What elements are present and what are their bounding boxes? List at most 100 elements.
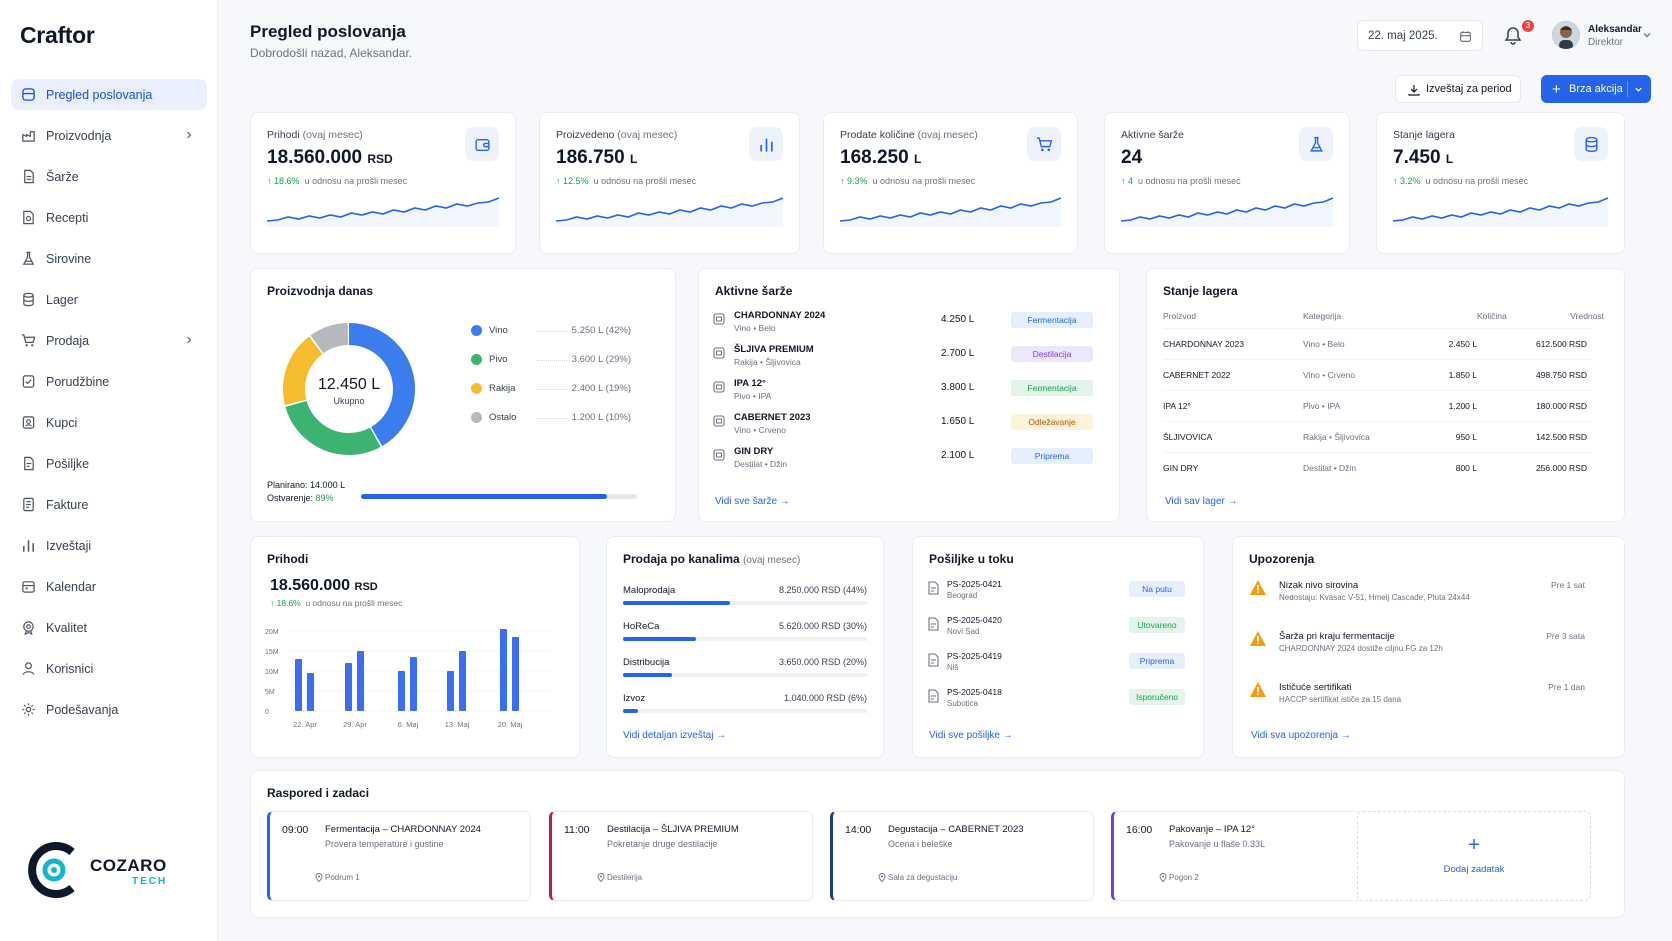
bell-icon[interactable]	[1503, 26, 1523, 46]
chevron-down-icon[interactable]	[1634, 85, 1643, 94]
task-card[interactable]: 09:00 Fermentacija – CHARDONNAY 2024 Prove…	[267, 811, 531, 901]
report-button[interactable]: Izveštaj za period	[1395, 75, 1521, 103]
revenue-bar[interactable]	[500, 629, 507, 711]
revenue-bar[interactable]	[512, 637, 519, 711]
sidebar-item-kalendar[interactable]: Kalendar	[11, 571, 207, 602]
stock-category: Pivo • IPA	[1303, 401, 1341, 411]
view-all-warnings-link[interactable]: Vidi sva upozorenja →	[1251, 730, 1351, 741]
shipment-row[interactable]: PS-2025-0420 Novi Sad Utovareno	[927, 615, 1185, 645]
revenue-bar[interactable]	[398, 671, 405, 711]
location-pin-icon	[878, 873, 886, 882]
add-task-button[interactable]: + Dodaj zadatak	[1357, 811, 1591, 901]
status-badge: Isporučeno	[1129, 689, 1185, 705]
kpi-value-unit: RSD	[367, 152, 393, 166]
sidebar-item-porudžbine[interactable]: Porudžbine	[11, 366, 207, 397]
kpi-value: 18.560.000 RSD	[267, 147, 393, 169]
sidebar-item-label: Pregled poslovanja	[46, 87, 153, 102]
stock-category: Destilat • Džin	[1303, 463, 1357, 473]
shipment-row[interactable]: PS-2025-0421 Beograd Na putu	[927, 579, 1185, 609]
channel-row[interactable]: Izvoz 1.040.000 RSD (6%)	[623, 693, 867, 723]
view-detailed-report-link[interactable]: Vidi detaljan izveštaj →	[623, 730, 727, 741]
quick-action-button[interactable]: + Brza akcija	[1541, 75, 1651, 103]
shipment-icon	[24, 456, 34, 471]
view-all-shipments-link[interactable]: Vidi sve pošiljke →	[929, 730, 1013, 741]
achieved-progress-fill	[361, 494, 607, 499]
shipment-row[interactable]: PS-2025-0418 Subotica Isporučeno	[927, 687, 1185, 717]
sidebar-item-podešavanja[interactable]: Podešavanja	[11, 694, 207, 725]
channel-row[interactable]: HoReCa 5.620.000 RSD (30%)	[623, 621, 867, 651]
task-description: Pakovanje u flaše 0.33L	[1169, 839, 1266, 849]
stock-value: 142.500 RSD	[1535, 432, 1587, 442]
sidebar-item-izveštaji[interactable]: Izveštaji	[11, 530, 207, 561]
kpi-card-4[interactable]: Aktivne šarže 24 ↑ 4 u odnosu na prošli …	[1104, 112, 1350, 254]
task-card[interactable]: 16:00 Pakovanje – IPA 12° Pakovanje u flaš…	[1111, 811, 1375, 901]
kpi-card-3[interactable]: Prodate količine (ovaj mesec) 168.250 L ↑ …	[823, 112, 1078, 254]
batch-row[interactable]: GIN DRY Destilat • Džin 2.100 L Priprema	[713, 446, 1093, 476]
date-picker[interactable]: 22. maj 2025.	[1357, 20, 1483, 51]
sidebar-item-sirovine[interactable]: Sirovine	[11, 243, 207, 274]
task-card[interactable]: 14:00 Degustacija – CABERNET 2023 Ocena i …	[830, 811, 1094, 901]
table-row[interactable]: GIN DRY Destilat • Džin 800 L 256.000 RSD	[1163, 452, 1591, 482]
revenue-bar[interactable]	[345, 663, 352, 711]
revenue-change-value: ↑ 18.6%	[270, 598, 301, 608]
schedule-card: Raspored i zadaci 09:00 Fermentacija – CH…	[250, 770, 1625, 918]
sidebar-item-lager[interactable]: Lager	[11, 284, 207, 315]
revenue-bar[interactable]	[410, 657, 417, 711]
warning-item[interactable]: Šarža pri kraju fermentacije CHARDONNAY 2…	[1249, 630, 1585, 666]
sidebar-item-korisnici[interactable]: Korisnici	[11, 653, 207, 684]
table-row[interactable]: CHARDONNAY 2023 Vino • Belo 2.450 L 612.500…	[1163, 328, 1591, 358]
kpi-card-2[interactable]: Proizvedeno (ovaj mesec) 186.750 L ↑ 12.5%…	[539, 112, 800, 254]
warning-item[interactable]: Ističuće sertifikati HACCP sertifikat ist…	[1249, 681, 1585, 717]
app-logo[interactable]: Craftor	[20, 22, 95, 48]
revenue-bar[interactable]	[295, 659, 302, 711]
view-all-batches-link[interactable]: Vidi sve šarže →	[715, 496, 790, 507]
kpi-label-text: Prodate količine	[840, 129, 915, 141]
revenue-bar[interactable]	[307, 673, 314, 711]
table-row[interactable]: IPA 12° Pivo • IPA 1.200 L 180.000 RSD	[1163, 390, 1591, 420]
sidebar-item-pošiljke[interactable]: Pošiljke	[11, 448, 207, 479]
sidebar-item-kvalitet[interactable]: Kvalitet	[11, 612, 207, 643]
channel-row[interactable]: Distribucija 3.650.000 RSD (20%)	[623, 657, 867, 687]
donut-slice-vino	[283, 323, 415, 455]
channel-row[interactable]: Maloprodaja 8.250.000 RSD (44%)	[623, 585, 867, 615]
batch-row[interactable]: ŠLJIVA PREMIUM Rakija • Šljivovica 2.700 L…	[713, 344, 1093, 374]
shipment-row[interactable]: PS-2025-0419 Niš Priprema	[927, 651, 1185, 681]
user-name[interactable]: Aleksandar	[1588, 24, 1642, 35]
revenue-bar[interactable]	[459, 651, 466, 711]
task-card[interactable]: 11:00 Destilacija – ŠLJIVA PREMIUM Pokreta…	[549, 811, 813, 901]
legend-name: Vino	[489, 325, 508, 336]
revenue-bar[interactable]	[447, 671, 454, 711]
sidebar-item-fakture[interactable]: Fakture	[11, 489, 207, 520]
batch-row[interactable]: CHARDONNAY 2024 Vino • Belo 4.250 L Ferment…	[713, 310, 1093, 340]
warning-item[interactable]: Nizak nivo sirovina Nedostaju: Kvasac V-5…	[1249, 579, 1585, 615]
table-row[interactable]: CABERNET 2022 Vino • Crveno 1.850 L 498.750…	[1163, 359, 1591, 389]
batch-quantity: 1.650 L	[941, 416, 975, 427]
view-all-stock-link[interactable]: Vidi sav lager →	[1165, 496, 1238, 507]
chevron-down-icon[interactable]	[1642, 30, 1652, 40]
sidebar-item-prodaja[interactable]: Prodaja	[11, 325, 207, 356]
sidebar-item-kupci[interactable]: Kupci	[11, 407, 207, 438]
table-row[interactable]: ŠLJIVOVICA Rakija • Šljivovica 950 L 142.50…	[1163, 421, 1591, 451]
stock-category: Vino • Crveno	[1303, 370, 1355, 380]
batch-row[interactable]: CABERNET 2023 Vino • Crveno 1.650 L Odležav…	[713, 412, 1093, 442]
sparkline-line	[556, 197, 783, 222]
sidebar-item-pregled-poslovanja[interactable]: Pregled poslovanja	[11, 79, 207, 110]
revenue-title: Prihodi	[267, 552, 309, 566]
sidebar-item-proizvodnja[interactable]: Proizvodnja	[11, 120, 207, 151]
plus-icon: +	[1552, 81, 1561, 98]
batch-name: CABERNET 2023	[734, 412, 811, 423]
user-role: Direktor	[1588, 37, 1624, 48]
sparkline-area	[556, 198, 783, 227]
sidebar-item-šarže[interactable]: Šarže	[11, 161, 207, 192]
revenue-bar[interactable]	[357, 651, 364, 711]
legend-value: 5.250 L (42%)	[571, 325, 631, 336]
y-tick-label: 10M	[265, 669, 279, 676]
batch-row[interactable]: IPA 12° Pivo • IPA 3.800 L Fermentacija	[713, 378, 1093, 408]
kpi-card-5[interactable]: Stanje lagera 7.450 L ↑ 3.2% u odnosu na …	[1376, 112, 1625, 254]
sidebar-item-recepti[interactable]: Recepti	[11, 202, 207, 233]
kpi-card-1[interactable]: Prihodi (ovaj mesec) 18.560.000 RSD ↑ 18.6…	[250, 112, 516, 254]
kpi-value-unit: L	[629, 152, 638, 166]
sidebar-nav: Pregled poslovanja Proizvodnja Šarže Recept…	[11, 79, 207, 735]
avatar[interactable]	[1552, 21, 1580, 49]
batch-name: IPA 12°	[734, 378, 766, 389]
